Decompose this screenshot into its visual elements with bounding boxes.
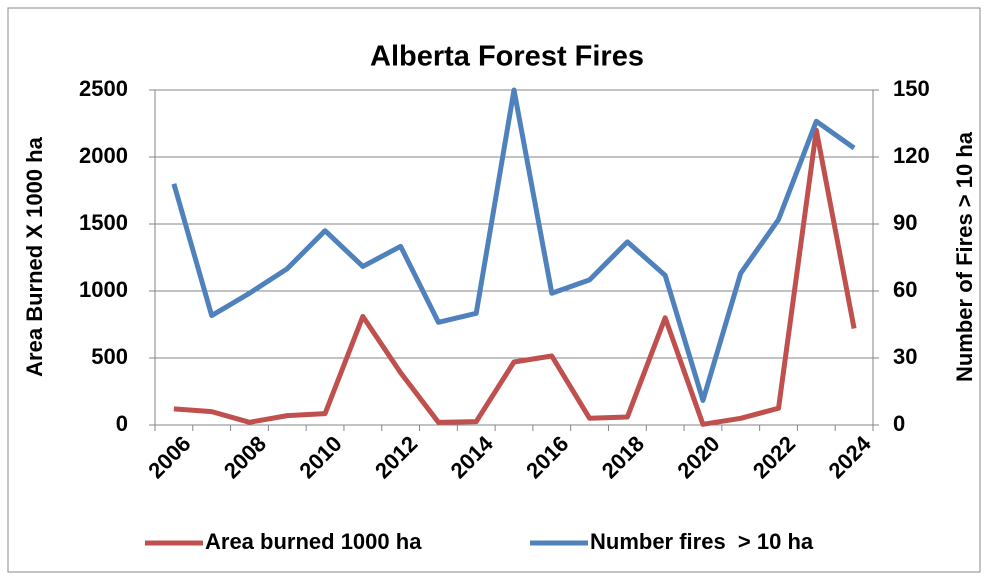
legend-label: Area burned 1000 ha [205,529,422,554]
y2-tick-label: 60 [893,277,917,302]
y2-axis-title: Number of Fires > 10 ha [952,131,977,382]
y-axis-title: Area Burned X 1000 ha [22,136,47,376]
y2-tick-label: 0 [893,411,905,436]
y-tick-label: 2000 [79,143,128,168]
chart-frame [7,7,981,573]
y2-tick-label: 90 [893,210,917,235]
y-tick-label: 500 [91,344,128,369]
y2-tick-label: 120 [893,143,930,168]
chart-title: Alberta Forest Fires [370,41,644,73]
y2-tick-label: 30 [893,344,917,369]
legend-label: Number fires > 10 ha [590,529,814,554]
y-tick-label: 2500 [79,76,128,101]
y-tick-label: 0 [116,411,128,436]
y2-tick-label: 150 [893,76,930,101]
y-tick-label: 1500 [79,210,128,235]
data-line [171,87,856,403]
y-tick-label: 1000 [79,277,128,302]
data-line [173,127,857,427]
